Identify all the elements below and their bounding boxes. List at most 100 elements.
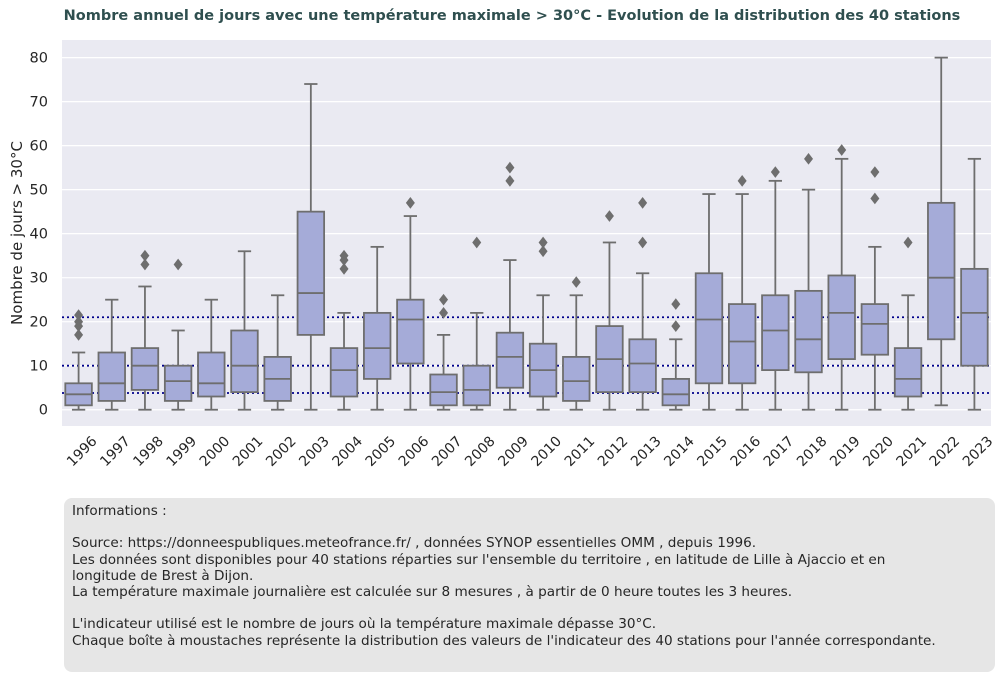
- box-iqr: [893, 347, 923, 398]
- box-2001: [230, 250, 259, 411]
- outlier-point: [173, 258, 183, 271]
- box-iqr: [363, 311, 392, 380]
- box-2006: [396, 197, 425, 411]
- outlier-point: [870, 192, 880, 205]
- info-spacer: [72, 519, 987, 535]
- info-indicator: L'indicateur utilisé est le nombre de jo…: [72, 616, 657, 633]
- box-iqr: [794, 289, 823, 374]
- box-iqr: [628, 338, 657, 394]
- box-2022: [927, 56, 956, 407]
- box-iqr: [296, 210, 326, 336]
- box-2021: [893, 236, 923, 411]
- outlier-point: [140, 249, 150, 262]
- chart-title: Nombre annuel de jours avec une températ…: [63, 8, 961, 24]
- y-tick-label: 50: [30, 183, 48, 199]
- box-iqr: [727, 303, 757, 385]
- box-iqr: [495, 331, 525, 389]
- box-1999: [163, 258, 193, 411]
- box-2008: [462, 236, 491, 411]
- box-2015: [694, 193, 724, 411]
- box-iqr: [761, 294, 790, 372]
- outlier-point: [74, 329, 84, 341]
- outlier-point: [571, 276, 581, 288]
- x-tick-label: 1996: [64, 433, 101, 470]
- x-tick-labels: 1996199719981999200020012002200320042005…: [64, 433, 996, 470]
- x-tick-label: 1999: [164, 433, 201, 470]
- x-tick-label: 2006: [396, 433, 433, 470]
- box-2023: [960, 157, 989, 411]
- box-iqr: [197, 351, 226, 398]
- box-2003: [296, 83, 326, 411]
- outlier-point: [604, 210, 614, 222]
- x-tick-label: 2003: [296, 433, 333, 470]
- box-2009: [495, 161, 525, 411]
- x-tick-label: 2019: [827, 433, 864, 470]
- box-2018: [794, 152, 823, 411]
- box-2019: [827, 144, 856, 411]
- outlier-point: [405, 197, 415, 209]
- x-tick-label: 2023: [960, 433, 997, 470]
- outlier-point: [505, 161, 515, 174]
- box-1997: [97, 298, 126, 411]
- outlier-point: [74, 315, 84, 328]
- outlier-point: [74, 309, 84, 321]
- box-2004: [329, 249, 359, 411]
- y-tick-label: 30: [30, 271, 48, 287]
- outlier-point: [870, 166, 880, 178]
- box-2000: [197, 298, 226, 411]
- box-2013: [628, 197, 657, 411]
- x-tick-label: 1997: [97, 433, 134, 470]
- outlier-point: [770, 166, 780, 178]
- box-iqr: [562, 355, 591, 402]
- y-tick-label: 80: [30, 51, 48, 67]
- info-panel: Informations : Source: https://donneespu…: [64, 498, 995, 672]
- outlier-point: [339, 249, 349, 262]
- x-tick-label: 2002: [263, 433, 300, 470]
- outlier-point: [140, 258, 150, 271]
- box-2011: [562, 276, 591, 411]
- outlier-point: [671, 320, 681, 332]
- box-iqr: [462, 364, 491, 407]
- x-tick-label: 2015: [694, 433, 731, 470]
- outlier-point: [837, 144, 847, 156]
- info-measure: La température maximale journalière est …: [72, 584, 793, 600]
- x-tick-label: 1998: [130, 433, 167, 470]
- box-2010: [528, 236, 558, 411]
- box-iqr: [429, 373, 458, 407]
- y-tick-label: 70: [30, 95, 48, 111]
- x-tick-label: 2005: [363, 433, 400, 470]
- info-heading: Informations :: [72, 503, 167, 519]
- outlier-point: [339, 263, 349, 275]
- y-tick-label: 10: [30, 359, 48, 375]
- x-tick-label: 2010: [529, 433, 566, 470]
- box-iqr: [927, 201, 956, 341]
- box-iqr: [97, 351, 126, 402]
- box-iqr: [860, 303, 890, 356]
- x-tick-label: 2014: [661, 433, 698, 470]
- x-tick-label: 2009: [495, 433, 532, 470]
- box-iqr: [130, 347, 160, 391]
- x-tick-label: 2020: [860, 433, 897, 470]
- outlier-point: [804, 152, 814, 165]
- outlier-point: [505, 174, 515, 187]
- box-2020: [860, 166, 890, 411]
- box-1996: [64, 309, 93, 411]
- box-2002: [263, 294, 292, 411]
- outlier-point: [538, 245, 548, 258]
- y-tick-label: 60: [30, 139, 48, 155]
- x-tick-label: 2007: [429, 433, 466, 470]
- x-tick-label: 2017: [761, 433, 798, 470]
- box-iqr: [163, 364, 193, 402]
- box-2012: [595, 210, 624, 411]
- box-iqr: [329, 347, 359, 398]
- box-iqr: [230, 329, 259, 394]
- info-stations: Les données sont disponibles pour 40 sta…: [72, 551, 886, 584]
- x-tick-label: 2001: [230, 433, 267, 470]
- x-tick-label: 2013: [628, 433, 665, 470]
- y-tick-label: 40: [30, 227, 48, 243]
- info-spacer: [72, 600, 987, 616]
- box-2014: [661, 298, 690, 411]
- y-tick-labels: 0 10 20 30 40 50 60 70 80: [30, 51, 48, 419]
- box-iqr: [960, 267, 989, 367]
